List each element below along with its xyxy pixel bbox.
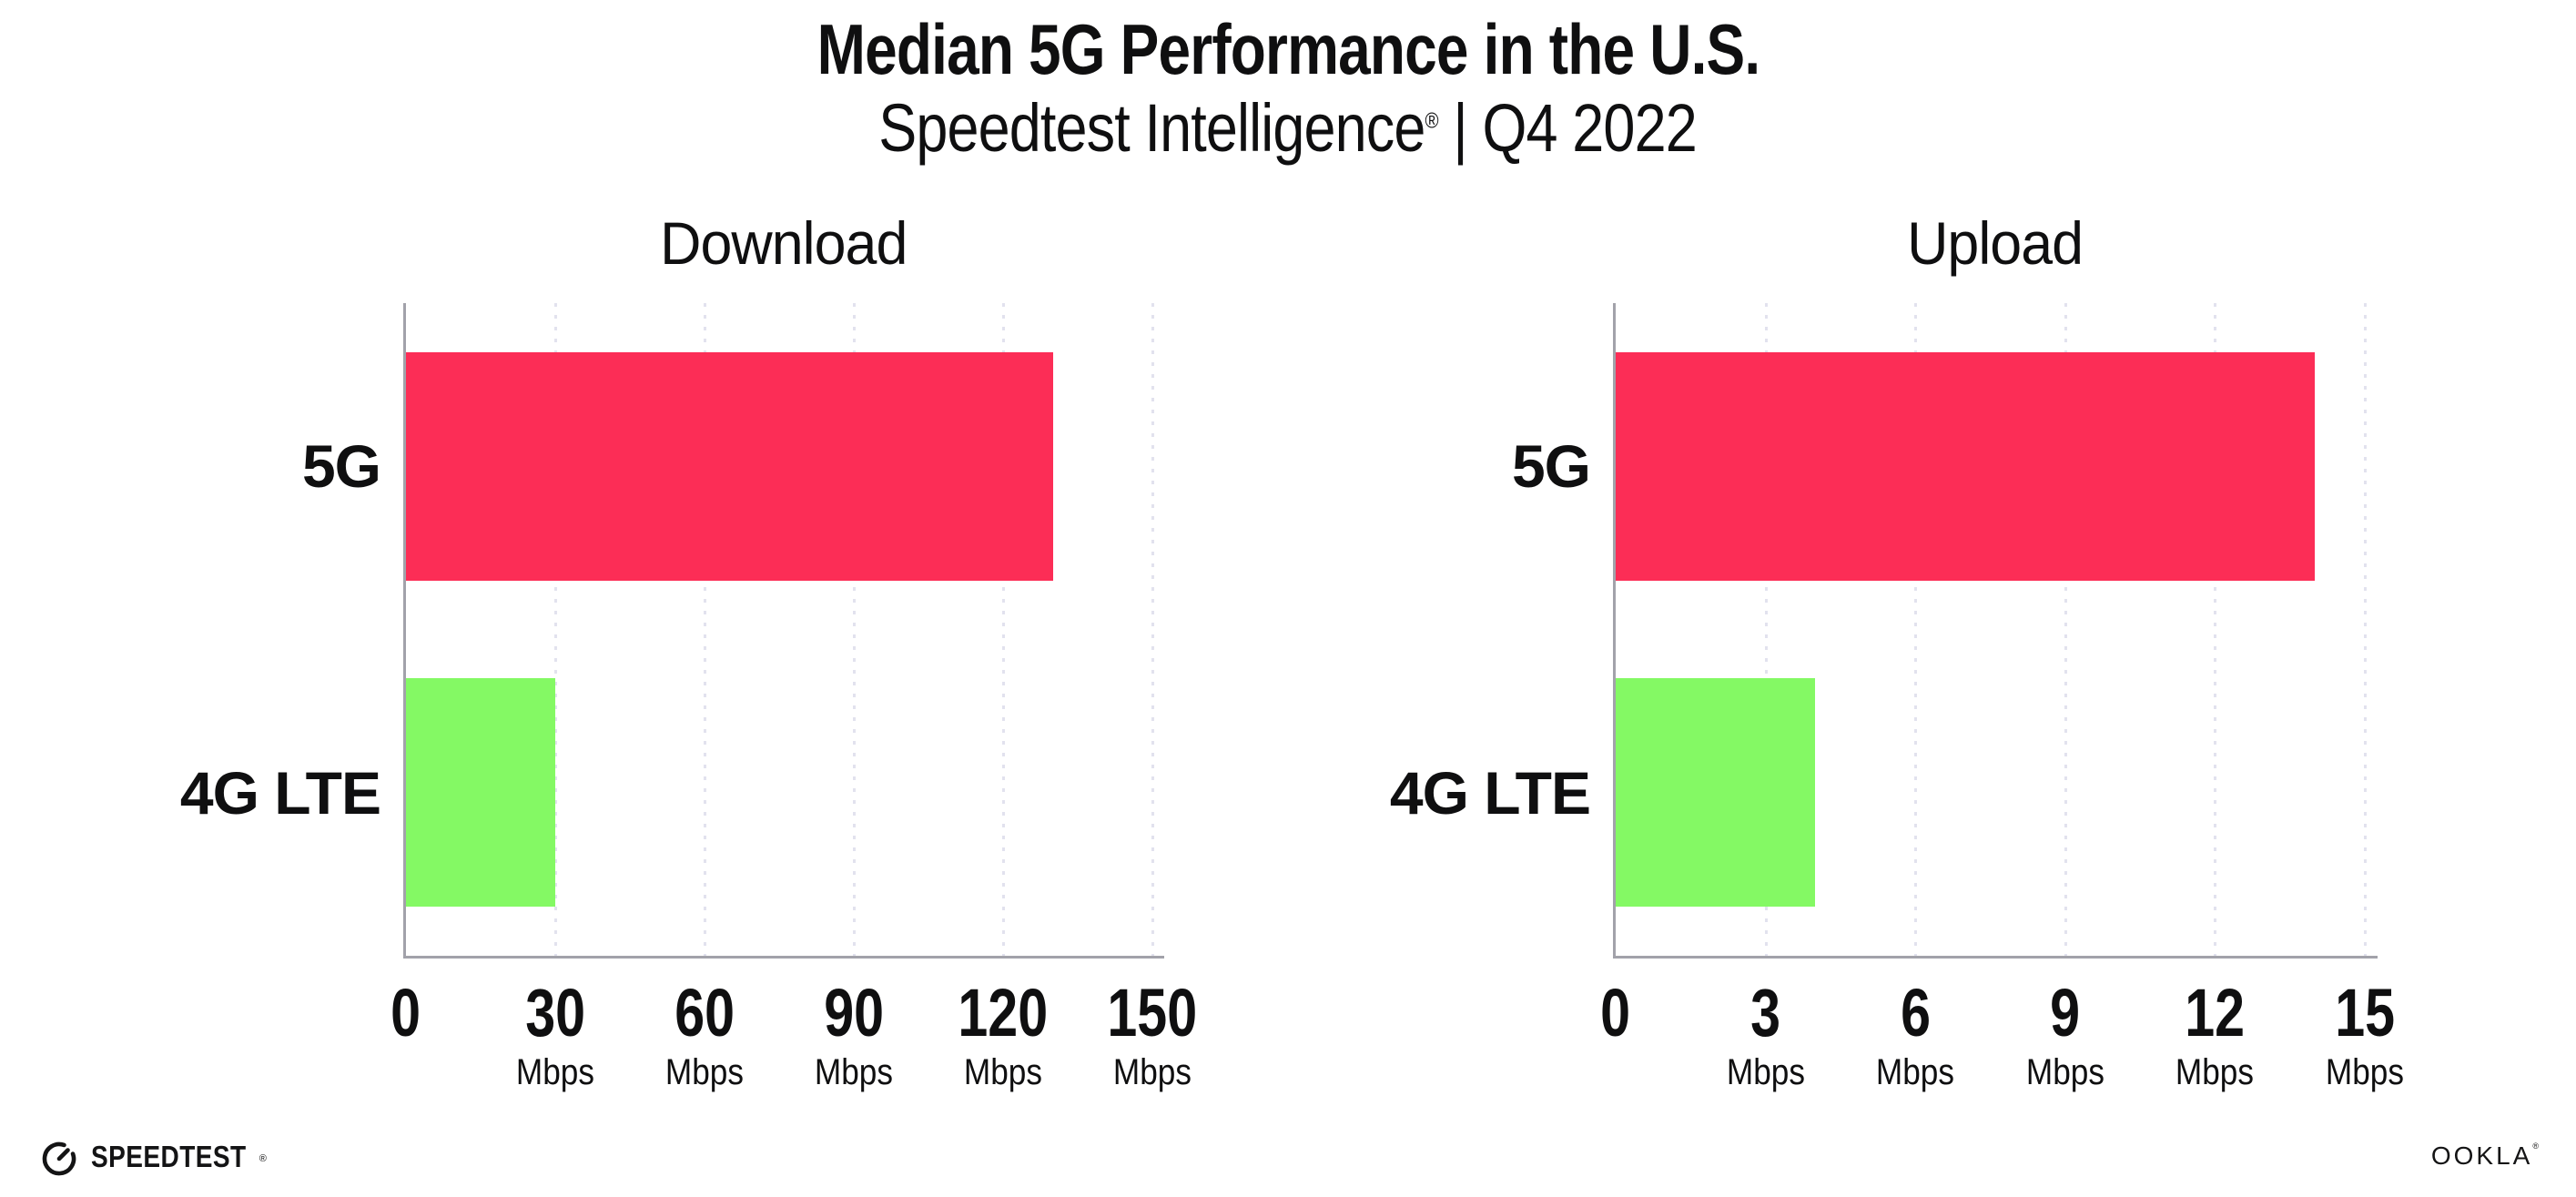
upload-category-labels: 5G 4G LTE [1390, 303, 2378, 956]
subtitle-period: | Q4 2022 [1438, 90, 1698, 166]
x-tick-unit: Mbps [963, 1052, 1043, 1092]
ookla-registered-icon: ® [2532, 1141, 2541, 1151]
gridline-15 [2364, 303, 2367, 956]
gridline-60 [704, 303, 706, 956]
page-title-text: Median 5G Performance in the U.S. [816, 9, 1760, 89]
x-tick-value: 15 [2335, 975, 2395, 1050]
upload-plot-area: 5G 4G LTE 0 3 Mbps 6 Mbps 9 Mbps 12 Mbps 15 Mbps [1390, 303, 2405, 1091]
speedtest-logo-text: SPEEDTEST [91, 1140, 247, 1173]
bar-4g-lte [406, 678, 555, 908]
gridline-90 [853, 303, 856, 956]
upload-x-axis-labels: 0 3 Mbps 6 Mbps 9 Mbps 12 Mbps 15 Mbps [1601, 303, 2405, 1091]
speedtest-registered-icon: ® [259, 1153, 267, 1164]
x-tick-value: 0 [1600, 975, 1631, 1050]
download-gridlines [406, 303, 1164, 956]
gridline-120 [1002, 303, 1005, 956]
upload-chart-title: Upload [1907, 209, 2084, 277]
x-tick-value: 0 [390, 975, 421, 1050]
x-tick-value: 12 [2185, 975, 2246, 1050]
gridline-3 [1764, 303, 1768, 956]
x-tick-15: 15 Mbps [2256, 956, 2474, 1092]
bar-4g-lte [1616, 678, 1816, 908]
x-tick-value: 150 [1107, 975, 1198, 1050]
subtitle-brand: Speedtest Intelligence [878, 90, 1426, 166]
ookla-logo: OOKLA® [2431, 1141, 2541, 1171]
category-label-4g-lte: 4G LTE [179, 758, 381, 827]
x-tick-unit: Mbps [664, 1052, 745, 1092]
x-tick-unit: Mbps [1112, 1052, 1192, 1092]
x-tick-value: 60 [674, 975, 735, 1050]
gridline-30 [554, 303, 557, 956]
download-category-labels: 5G 4G LTE [180, 303, 1164, 956]
download-x-axis-labels: 0 30 Mbps 60 Mbps 90 Mbps 120 Mbps 150 Mbps [391, 303, 1198, 1091]
x-tick-value: 30 [525, 975, 585, 1050]
page-title: Median 5G Performance in the U.S. [0, 9, 2576, 89]
x-tick-90: 90 Mbps [745, 956, 963, 1092]
gridline-6 [1914, 303, 1918, 956]
download-plot-area: 5G 4G LTE 0 30 Mbps 60 Mbps 90 Mbps 120 Mbps 150 Mb… [180, 303, 1198, 1091]
upload-chart: Upload 5G 4G LTE 0 3 Mbps 6 Mbps 9 Mbps 12 Mbps 15… [1390, 209, 2405, 1091]
upload-bars [1616, 303, 2378, 956]
registered-trademark-icon: ® [1425, 108, 1439, 134]
upload-gridlines [1616, 303, 2378, 956]
x-tick-12: 12 Mbps [2105, 956, 2324, 1092]
x-tick-value: 6 [1900, 975, 1931, 1050]
download-bars [406, 303, 1164, 956]
page-subtitle: Speedtest Intelligence® | Q4 2022 [0, 93, 2576, 164]
x-tick-9: 9 Mbps [1956, 956, 2175, 1092]
x-tick-150: 150 Mbps [1043, 956, 1262, 1092]
x-tick-value: 3 [1750, 975, 1781, 1050]
x-tick-60: 60 Mbps [595, 956, 814, 1092]
x-tick-unit: Mbps [1726, 1052, 1805, 1092]
x-tick-value: 120 [958, 975, 1049, 1050]
x-tick-0: 0 [1506, 956, 1725, 1047]
category-label-5g: 5G [1511, 432, 1591, 501]
gridline-9 [2064, 303, 2067, 956]
category-label-5g: 5G [301, 432, 381, 501]
x-tick-3: 3 Mbps [1657, 956, 1875, 1092]
gridline-150 [1151, 303, 1154, 956]
x-tick-unit: Mbps [2025, 1052, 2104, 1092]
x-tick-120: 120 Mbps [894, 956, 1112, 1092]
x-tick-30: 30 Mbps [446, 956, 664, 1092]
x-tick-6: 6 Mbps [1806, 956, 2024, 1092]
x-tick-0: 0 [297, 956, 515, 1047]
category-label-4g-lte: 4G LTE [1389, 758, 1591, 827]
speedtest-gauge-icon [42, 1141, 76, 1176]
bar-5g [406, 351, 1053, 581]
x-tick-value: 9 [2050, 975, 2081, 1050]
download-chart-title: Download [660, 209, 908, 277]
x-tick-unit: Mbps [2175, 1052, 2255, 1092]
bar-5g [1616, 351, 2316, 581]
ookla-logo-text: OOKLA [2430, 1141, 2533, 1170]
x-tick-unit: Mbps [2325, 1052, 2405, 1092]
download-chart: Download 5G 4G LTE 0 30 Mbps 60 Mbps 90 Mbps 120… [180, 209, 1198, 1091]
x-tick-unit: Mbps [1876, 1052, 1955, 1092]
x-tick-value: 90 [824, 975, 884, 1050]
x-tick-unit: Mbps [814, 1052, 894, 1092]
x-tick-unit: Mbps [515, 1052, 595, 1092]
speedtest-logo: SPEEDTEST ® [38, 1136, 281, 1178]
gridline-12 [2214, 303, 2217, 956]
